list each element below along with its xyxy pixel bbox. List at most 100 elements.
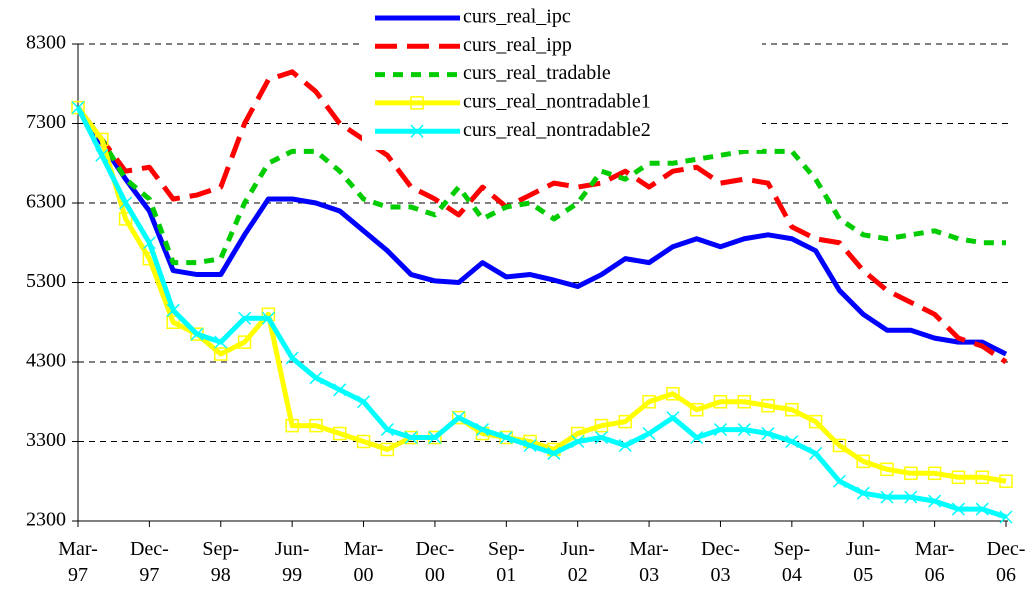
y-tick-label: 7300 <box>26 111 66 133</box>
marker <box>642 427 656 441</box>
marker <box>357 395 371 409</box>
x-tick-label: Dec-03 <box>701 538 740 586</box>
marker <box>142 236 156 250</box>
x-tick-label: Dec-00 <box>415 538 454 586</box>
x-tick-label: Dec-06 <box>987 538 1026 586</box>
marker <box>95 148 109 162</box>
marker <box>71 100 85 115</box>
marker <box>237 335 252 349</box>
marker <box>452 411 466 425</box>
marker <box>713 423 727 437</box>
marker <box>309 418 323 433</box>
marker <box>309 371 323 385</box>
marker <box>594 418 609 433</box>
x-tick-label: Sep-98 <box>202 538 239 586</box>
legend-label: curs_real_nontradable2 <box>463 119 651 141</box>
legend-label: curs_real_ipc <box>463 6 571 28</box>
marker <box>166 315 180 329</box>
marker <box>832 474 846 488</box>
series-line <box>75 69 1008 365</box>
x-tick-label: Dec-97 <box>130 538 169 586</box>
marker <box>410 96 424 110</box>
marker <box>927 466 942 481</box>
marker <box>261 311 275 325</box>
marker <box>214 335 228 349</box>
series-line <box>75 106 1008 357</box>
marker <box>71 101 85 115</box>
series-line <box>75 106 1007 484</box>
legend-box <box>362 4 762 150</box>
y-tick-label: 2300 <box>26 509 66 531</box>
marker <box>571 434 585 449</box>
marker <box>999 474 1013 488</box>
marker <box>428 430 442 445</box>
x-tick-label: Mar-06 <box>915 538 955 586</box>
marker <box>713 395 728 409</box>
y-tick-label: 5300 <box>26 270 66 292</box>
marker <box>856 454 870 469</box>
marker <box>119 196 133 210</box>
marker <box>499 430 513 445</box>
marker <box>975 470 989 485</box>
marker <box>904 490 918 504</box>
marker <box>285 351 299 365</box>
marker <box>856 486 870 500</box>
legend-label: curs_real_nontradable1 <box>463 90 651 112</box>
legend-label: curs_real_tradable <box>463 62 611 84</box>
marker <box>761 427 775 441</box>
y-tick-label: 3300 <box>26 429 66 451</box>
marker <box>808 414 823 429</box>
marker <box>356 434 371 449</box>
x-tick-label: Mar-00 <box>344 538 384 586</box>
marker <box>451 410 466 425</box>
series-line <box>75 106 1007 520</box>
series-line <box>75 106 1006 266</box>
x-tick-label: Jun-05 <box>846 538 880 586</box>
marker <box>285 418 299 433</box>
marker <box>380 442 395 457</box>
marker <box>547 446 561 460</box>
marker <box>214 347 228 361</box>
marker <box>666 387 680 401</box>
marker <box>166 303 180 317</box>
marker <box>928 494 942 508</box>
marker <box>904 466 918 481</box>
marker <box>880 462 894 477</box>
marker <box>594 430 609 445</box>
marker <box>832 438 847 453</box>
marker <box>951 502 965 516</box>
marker <box>761 398 775 413</box>
x-tick-label: Mar-97 <box>58 538 98 586</box>
marker <box>666 411 680 425</box>
x-tick-label: Sep-04 <box>774 538 811 586</box>
marker <box>332 426 347 441</box>
marker <box>689 402 704 417</box>
marker <box>118 212 133 226</box>
marker <box>737 395 752 409</box>
legend-label: curs_real_ipp <box>463 34 572 56</box>
marker <box>951 470 966 485</box>
y-tick-label: 4300 <box>26 350 66 372</box>
marker <box>380 423 394 437</box>
marker <box>999 510 1013 524</box>
marker <box>809 446 823 460</box>
marker <box>785 402 799 417</box>
x-tick-label: Jun-99 <box>275 538 309 586</box>
x-tick-label: Sep-01 <box>488 538 525 586</box>
marker <box>238 311 252 325</box>
marker <box>190 327 204 341</box>
marker <box>618 414 633 429</box>
marker <box>785 434 799 449</box>
x-tick-label: Jun-02 <box>560 538 594 586</box>
legend: curs_real_ipc curs_real_ipp curs_real_trad… <box>362 4 762 150</box>
marker <box>737 423 751 437</box>
marker <box>404 430 418 445</box>
marker <box>642 395 656 409</box>
marker <box>690 430 704 445</box>
y-tick-label: 8300 <box>26 32 66 54</box>
marker <box>880 490 894 504</box>
marker <box>975 502 989 516</box>
marker <box>410 124 424 138</box>
x-tick-label: Mar-03 <box>629 538 669 586</box>
y-tick-label: 6300 <box>26 191 66 213</box>
